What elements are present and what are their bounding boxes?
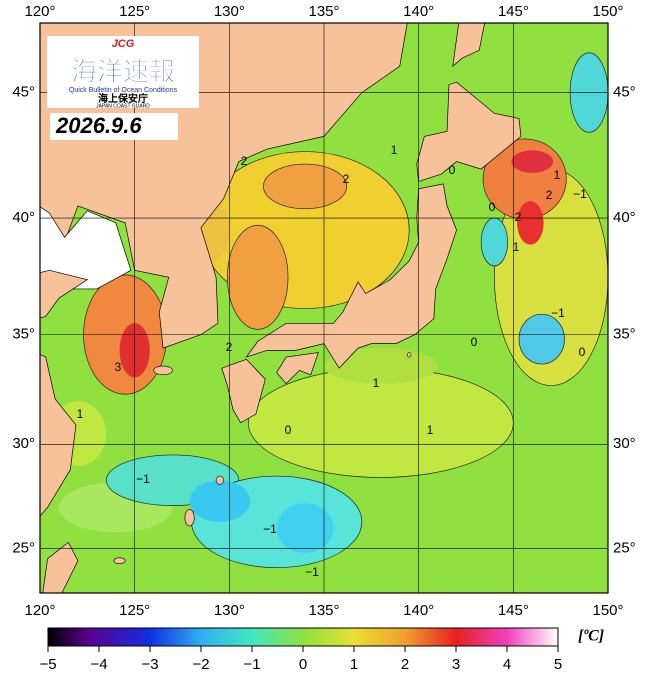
anomaly-region: [227, 224, 289, 330]
x-tick-label: 140°: [403, 602, 434, 619]
anomaly-region: [276, 503, 334, 553]
contour-label: −1: [551, 306, 565, 320]
x-tick-label: 140°: [403, 3, 434, 20]
anomaly-region: [517, 201, 544, 245]
contour-label: 1: [513, 240, 520, 254]
contour-label: 2: [343, 172, 350, 186]
x-tick-label: 145°: [498, 602, 529, 619]
contour-label: 0: [471, 335, 478, 349]
colorbar-tick-label: −2: [192, 656, 209, 673]
island: [153, 365, 173, 376]
y-tick-label: 40°: [613, 209, 636, 226]
x-tick-label: 135°: [308, 602, 339, 619]
y-tick-label: 35°: [613, 326, 636, 343]
colorbar-tick-label: −4: [90, 656, 107, 673]
colorbar-tick-label: 0: [299, 656, 307, 673]
x-tick-label: 130°: [214, 3, 245, 20]
y-tick-label: 35°: [12, 326, 35, 343]
contour-label: 1: [554, 168, 561, 182]
colorbar-tick-label: 1: [350, 656, 358, 673]
x-tick-label: 120°: [24, 3, 55, 20]
contour-label: 1: [77, 407, 84, 421]
contour-label: 1: [427, 423, 434, 437]
contour-label: 0: [579, 345, 586, 359]
anomaly-region: [518, 313, 565, 365]
island: [113, 557, 126, 565]
y-tick-label: 25°: [12, 539, 35, 556]
anomaly-region: [189, 480, 251, 523]
island: [184, 509, 195, 527]
colorbar-tick-label: 4: [503, 656, 511, 673]
y-tick-label: 40°: [12, 209, 35, 226]
anomaly-region: [511, 150, 554, 173]
colorbar-ticks: −5 −4 −3 −2 −1 0 1 2 3 4 5: [39, 646, 562, 673]
contour-label: −1: [573, 187, 587, 201]
colorbar-unit: [ºC]: [578, 628, 604, 645]
shandong: [40, 269, 89, 319]
date-box: [50, 113, 178, 140]
contour-label: −1: [305, 565, 319, 579]
y-tick-label: 45°: [613, 84, 636, 101]
x-tick-label: 135°: [308, 3, 339, 20]
colorbar: [47, 627, 559, 647]
no-data-area: [40, 206, 132, 290]
colorbar-tick-label: 2: [401, 656, 409, 673]
contour-label: 1: [391, 143, 398, 157]
kyushu: [221, 358, 266, 424]
logo: JCG 海洋速報 Quick Bulletin of Ocean Conditi…: [47, 36, 199, 109]
contour-label: 1: [373, 376, 380, 390]
shikoku: [276, 352, 319, 385]
anomaly-region: [480, 217, 509, 267]
y-tick-label: 25°: [613, 539, 636, 556]
x-tick-label: 150°: [592, 602, 623, 619]
contour-label: 2: [226, 340, 233, 354]
y-tick-label: 45°: [12, 84, 35, 101]
colorbar-tick-label: −3: [141, 656, 158, 673]
contour-label: 3: [115, 360, 122, 374]
logo-box: [47, 36, 199, 108]
y-tick-label: 30°: [613, 435, 636, 452]
map-frame: [39, 22, 609, 594]
colorbar-tick-label: 5: [554, 656, 562, 673]
contour-label: 2: [241, 154, 248, 168]
x-tick-label: 125°: [119, 3, 150, 20]
colorbar-tick-label: 3: [452, 656, 460, 673]
china-coast: [40, 354, 77, 517]
logo-badge: JCG: [112, 38, 135, 50]
logo-subtitle: Quick Bulletin of Ocean Conditions: [69, 87, 178, 94]
x-tick-label: 145°: [498, 3, 529, 20]
graticule: 120°120°125°125°130°130°135°135°140°140°…: [12, 3, 635, 619]
island: [215, 475, 224, 485]
logo-agency-en: JAPAN COAST GUARD: [96, 103, 150, 109]
colorbar-tick-label: −1: [243, 656, 260, 673]
contour-label: 2: [515, 210, 522, 224]
logo-agency: 海上保安庁: [98, 92, 148, 105]
sakhalin: [452, 23, 485, 68]
anomaly-region: [263, 163, 348, 210]
honshu: [245, 183, 457, 369]
date: 2026.9.6: [55, 113, 142, 138]
contour-label: −1: [263, 522, 277, 536]
y-tick-label: 30°: [12, 435, 35, 452]
x-tick-label: 125°: [119, 602, 150, 619]
taiwan: [42, 541, 79, 593]
x-tick-label: 130°: [214, 602, 245, 619]
contour-label: 0: [285, 423, 292, 437]
x-tick-label: 150°: [592, 3, 623, 20]
contour-label: 0: [489, 200, 496, 214]
island: [407, 352, 412, 358]
hokkaido: [416, 81, 522, 182]
contour-label: 2: [546, 188, 553, 202]
contour-label: 0: [449, 163, 456, 177]
logo-title: 海洋速報: [71, 57, 176, 88]
colorbar-tick-label: −5: [39, 656, 56, 673]
x-tick-label: 120°: [24, 602, 55, 619]
contour-label: −1: [136, 472, 150, 486]
